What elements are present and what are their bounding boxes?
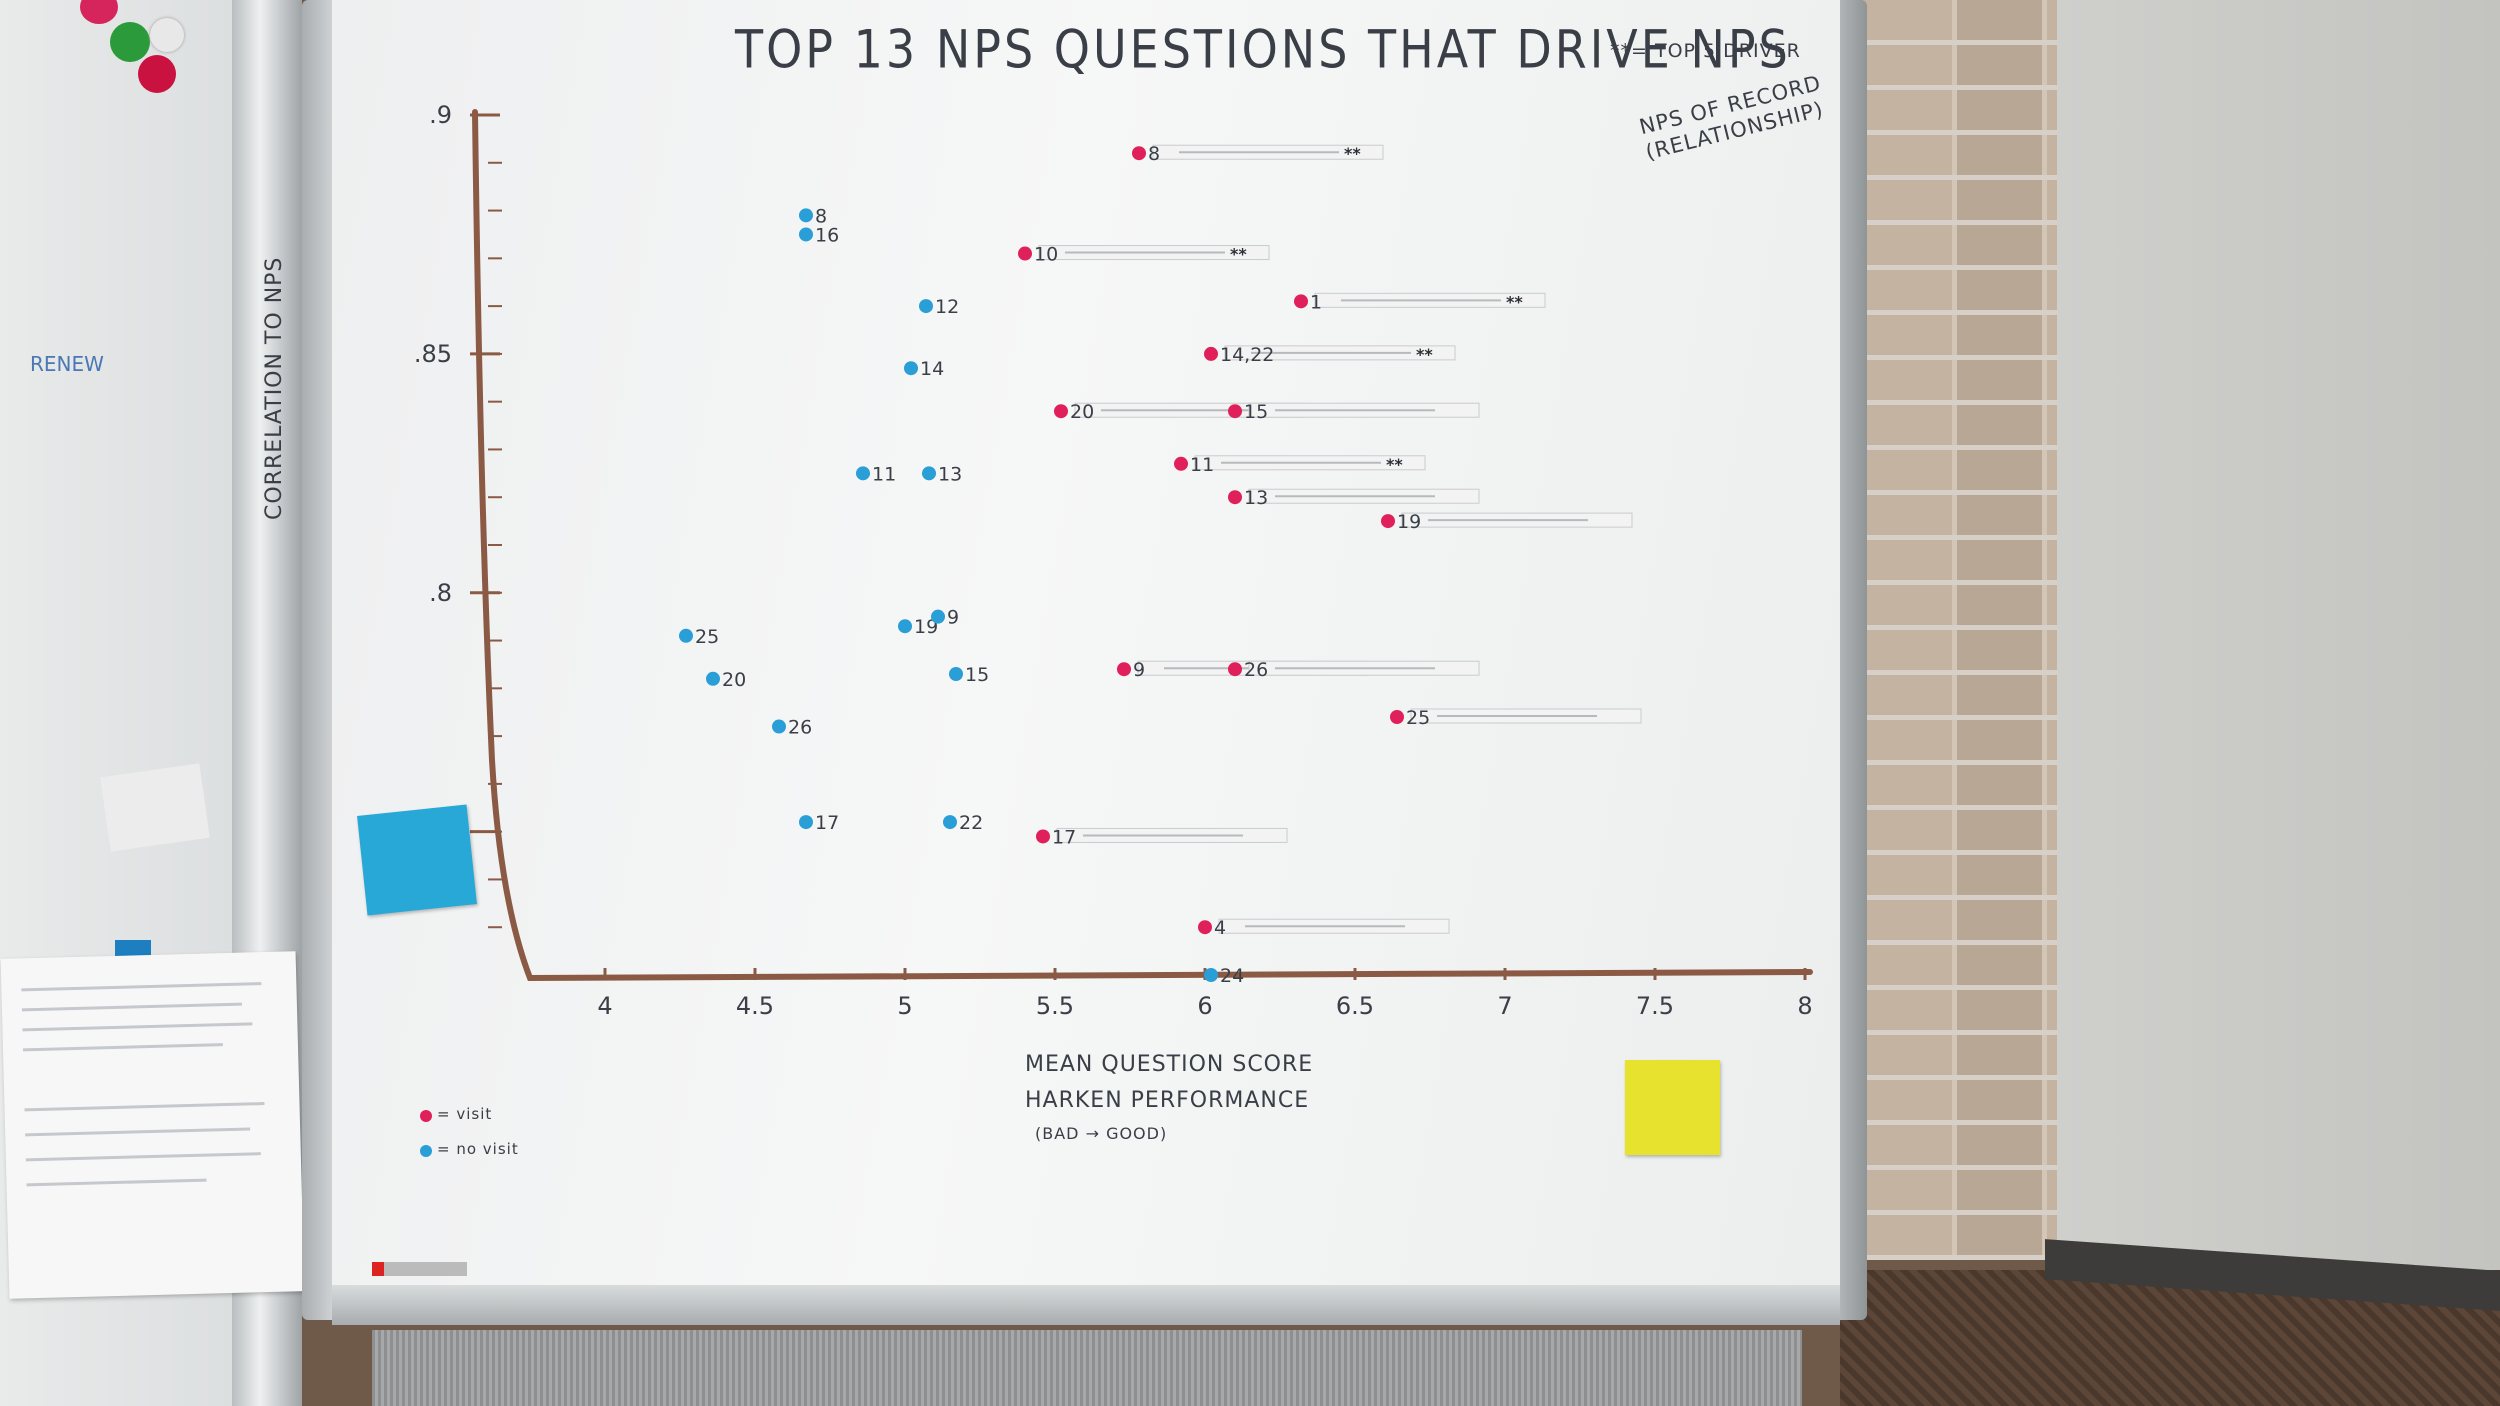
point-label: 8 (815, 205, 827, 227)
no-visit-point (919, 299, 933, 314)
visit-point (1117, 662, 1131, 677)
point-label: 9 (1133, 659, 1145, 681)
point-label: 17 (815, 812, 839, 834)
x-axis-label: MEAN QUESTION SCORE (1025, 1052, 1314, 1077)
legend-novisit-label: = no visit (437, 1140, 519, 1158)
x-tick-label: 5 (897, 992, 912, 1020)
y-tick-label: .8 (429, 579, 452, 607)
visit-point (1204, 346, 1218, 361)
visit-point (1132, 146, 1146, 161)
no-visit-point (931, 609, 945, 624)
point-label: 14 (920, 358, 944, 380)
visit-point (1018, 246, 1032, 261)
visit-point (1198, 920, 1212, 935)
no-visit-point (799, 815, 813, 830)
x-tick-label: 4.5 (736, 992, 774, 1020)
visit-point (1054, 404, 1068, 419)
axis-lines (472, 109, 1813, 982)
point-label: 22 (959, 812, 983, 834)
driver-marker: ** (1230, 245, 1247, 264)
y-tick-label: .85 (414, 340, 452, 368)
point-label: 14,22 (1220, 344, 1274, 366)
whiteboard-brand-logo (372, 1262, 467, 1276)
no-visit-point (799, 208, 813, 223)
sticky-note-blue (357, 804, 477, 916)
legend-visit-label: = visit (437, 1105, 493, 1123)
point-label: 16 (815, 224, 839, 246)
no-visit-point (856, 466, 870, 481)
point-label: 26 (1244, 659, 1268, 681)
no-visit-point (799, 227, 813, 242)
point-label: 11 (1190, 454, 1214, 476)
renew-label: RENEW (30, 352, 104, 376)
magnet-red-2 (138, 55, 176, 93)
x-axis-direction: (BAD → GOOD) (1035, 1124, 1168, 1143)
y-tick-label: .9 (429, 101, 452, 129)
no-visit-point (904, 361, 918, 376)
x-tick-label: 5.5 (1036, 992, 1074, 1020)
x-tick-label: 7 (1497, 992, 1512, 1020)
point-label: 20 (722, 669, 746, 691)
point-label: 25 (695, 626, 719, 648)
point-label: 19 (914, 616, 938, 638)
point-label: 4 (1214, 917, 1226, 939)
right-wall (2057, 0, 2500, 1406)
no-visit-point (943, 815, 957, 830)
point-label: 13 (1244, 487, 1268, 509)
no-visit-point (706, 671, 720, 686)
legend-visit-dot (420, 1110, 432, 1122)
visit-point (1228, 662, 1242, 677)
point-label: 19 (1397, 511, 1421, 533)
x-tick-label: 8 (1797, 992, 1812, 1020)
point-label: 12 (935, 296, 959, 318)
no-visit-point (949, 667, 963, 681)
point-label: 17 (1052, 826, 1076, 848)
magnet-green (110, 22, 150, 62)
whiteboard-marker-tray (332, 1285, 1840, 1325)
point-label: 8 (1148, 143, 1160, 165)
chart-title: TOP 13 NPS QUESTIONS THAT DRIVE NPS (735, 17, 1791, 81)
point-label: 25 (1406, 707, 1430, 729)
point-label: 26 (788, 717, 812, 739)
visit-point (1390, 710, 1404, 724)
visit-point (1228, 490, 1242, 505)
x-tick-label: 6.5 (1336, 992, 1374, 1020)
whiteboard-base-grille (372, 1330, 1802, 1406)
brick-wall (1862, 0, 2057, 1260)
point-label: 9 (947, 607, 959, 629)
x-axis-label-sub: HARKEN PERFORMANCE (1025, 1088, 1310, 1113)
point-label: 15 (965, 664, 989, 686)
point-label: 20 (1070, 401, 1094, 423)
point-label: 15 (1244, 401, 1268, 423)
no-visit-point (1204, 968, 1218, 982)
no-visit-point (922, 466, 936, 481)
no-visit-point (772, 719, 786, 734)
visit-point (1294, 294, 1308, 309)
driver-legend: **= TOP 5 DRIVER (1610, 40, 1801, 62)
x-tick-label: 4 (597, 992, 612, 1020)
driver-marker: ** (1386, 455, 1403, 474)
visit-point (1174, 456, 1188, 471)
magnet-white (150, 18, 184, 52)
legend-novisit-dot (420, 1145, 432, 1157)
sticky-note-yellow (1625, 1060, 1720, 1155)
driver-marker: ** (1344, 144, 1361, 163)
no-visit-point (898, 619, 912, 634)
driver-marker: ** (1416, 345, 1433, 364)
visit-point (1228, 404, 1242, 419)
visit-point (1036, 829, 1050, 844)
driver-marker: ** (1506, 292, 1523, 311)
point-label: 13 (938, 463, 962, 485)
point-label: 24 (1220, 965, 1244, 987)
x-tick-label: 6 (1197, 992, 1212, 1020)
point-label: 10 (1034, 244, 1058, 266)
point-label: 1 (1310, 291, 1322, 313)
visit-point (1381, 514, 1395, 529)
whiteboard-surface (332, 0, 1840, 1285)
x-tick-label: 7.5 (1636, 992, 1674, 1020)
no-visit-point (679, 628, 693, 643)
point-label: 11 (872, 463, 896, 485)
